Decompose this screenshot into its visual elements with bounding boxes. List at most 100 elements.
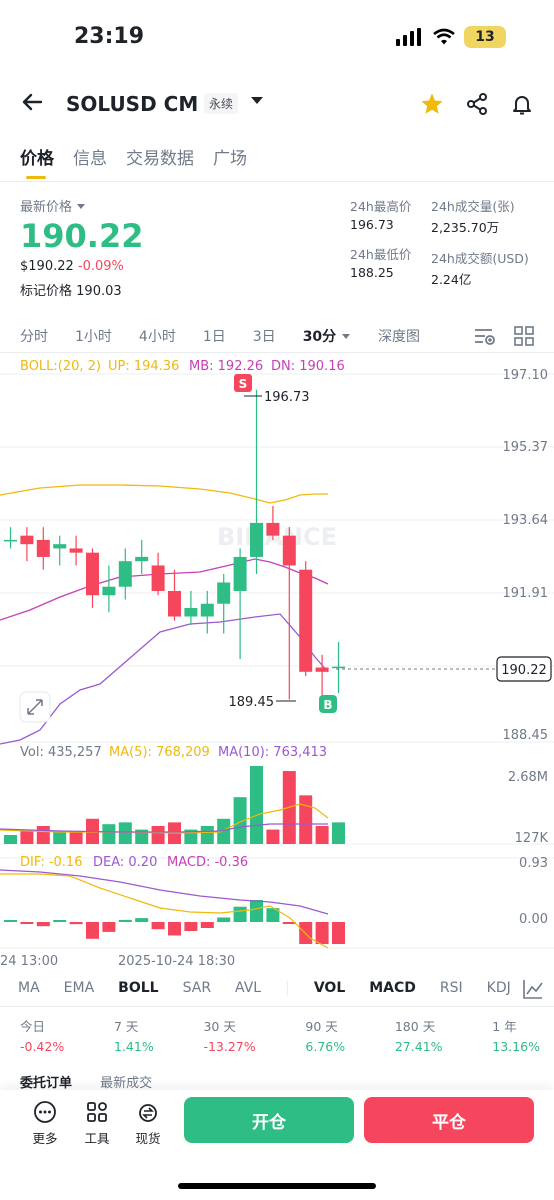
interval-1d[interactable]: 1日 <box>202 329 226 345</box>
tab-open-orders[interactable]: 委托订单 <box>20 1076 73 1091</box>
chevron-down-icon <box>342 334 351 339</box>
dea-label: DEA: 0.20 <box>93 855 157 870</box>
wifi-icon <box>433 28 455 45</box>
boll-dn-line <box>0 613 329 745</box>
more-icon <box>34 1101 56 1123</box>
macd-bar <box>315 922 329 944</box>
boll-up-line <box>0 484 328 504</box>
interval-4h[interactable]: 4小时 <box>138 329 176 345</box>
tools-grid-icon <box>87 1102 107 1122</box>
interval-depth[interactable]: 深度图 <box>378 329 421 345</box>
candle-body <box>4 539 17 542</box>
share-icon[interactable] <box>465 92 489 116</box>
turnover-value: 2.24亿 <box>431 272 472 287</box>
macd-bar <box>102 922 116 932</box>
spot-button[interactable]: 现货 <box>130 1100 166 1147</box>
indicator-settings-icon[interactable] <box>522 978 544 1000</box>
candle-body <box>69 548 83 553</box>
perf-period: 180 天 <box>394 1019 436 1034</box>
low-label: 24h最低价 <box>350 247 412 262</box>
tools-button[interactable]: 工具 <box>79 1100 115 1147</box>
open-position-button[interactable]: 开仓 <box>184 1097 354 1143</box>
macd-bar <box>4 920 17 922</box>
turnover-label: 24h成交额(USD) <box>431 251 529 266</box>
tools-label: 工具 <box>84 1131 110 1146</box>
interval-3d[interactable]: 3日 <box>252 329 276 345</box>
indicator-ema[interactable]: EMA <box>63 980 95 996</box>
tab-price[interactable]: 价格 <box>20 144 54 179</box>
notification-bell-icon[interactable] <box>510 92 534 116</box>
high-label: 24h最高价 <box>350 199 412 214</box>
buy-marker[interactable] <box>319 695 337 713</box>
interval-time[interactable]: 分时 <box>20 329 48 345</box>
interval-bar: 分时 1小时 4小时 1日 3日 30分 深度图 <box>20 326 420 346</box>
tab-trading-data[interactable]: 交易数据 <box>126 149 194 169</box>
volume-value: 2,235.70万 <box>431 220 500 235</box>
volume-bar <box>266 829 280 844</box>
layout-grid-icon[interactable] <box>514 326 534 346</box>
perf-value: 13.16% <box>492 1039 540 1054</box>
tab-latest-trades[interactable]: 最新成交 <box>100 1076 153 1091</box>
boll-mb-line <box>0 558 329 621</box>
dropdown-caret-icon <box>77 204 86 209</box>
indicator-boll[interactable]: BOLL <box>118 980 159 996</box>
interval-30m[interactable]: 30分 <box>303 326 351 346</box>
macd-label: MACD: -0.36 <box>167 855 248 870</box>
perf-7d: 7 天 1.41% <box>114 1016 154 1054</box>
candle-body <box>135 556 149 562</box>
candle-body <box>151 565 165 591</box>
volume-bar <box>332 822 345 844</box>
tab-square[interactable]: 广场 <box>213 149 247 169</box>
chart-settings-icon[interactable] <box>474 326 496 346</box>
volume-bar <box>315 825 329 844</box>
macd-bar <box>53 920 67 922</box>
favorite-star-icon[interactable] <box>420 92 444 116</box>
symbol-dropdown-icon[interactable] <box>250 96 264 106</box>
indicator-vol[interactable]: VOL <box>313 980 346 996</box>
volume-bar <box>36 825 50 844</box>
more-button[interactable]: 更多 <box>27 1100 63 1147</box>
indicator-kdj[interactable]: KDJ <box>486 980 511 996</box>
perf-value: 6.76% <box>305 1039 346 1054</box>
indicator-macd[interactable]: MACD <box>369 980 416 996</box>
latest-price-label: 最新价格 <box>20 200 73 215</box>
price-axis-4: 191.91 <box>503 586 549 601</box>
dea-line <box>0 869 329 915</box>
candle-body <box>299 569 313 672</box>
candle-body <box>332 666 345 669</box>
boll-up-label: UP: 194.36 <box>108 359 179 374</box>
candle-body <box>217 582 231 604</box>
macd-bar <box>20 922 34 924</box>
perf-1y: 1 年 13.16% <box>492 1016 540 1054</box>
macd-bar <box>184 922 198 931</box>
sell-marker[interactable] <box>234 374 252 392</box>
back-arrow-icon[interactable] <box>20 90 44 114</box>
price-axis-2: 195.37 <box>503 440 549 455</box>
volume-bar <box>200 825 214 844</box>
perf-period: 今日 <box>20 1019 46 1034</box>
stats-col-1: 24h最高价 196.73 24h最低价 188.25 <box>350 196 411 292</box>
high-value: 196.73 <box>350 217 394 232</box>
latest-price-selector[interactable]: 最新价格 <box>20 196 143 215</box>
price-axis-6: 188.45 <box>503 728 549 743</box>
time-axis-1: 24 13:00 <box>0 954 58 969</box>
symbol-title[interactable]: SOLUSD CM <box>66 92 199 116</box>
volume-axis-bottom: 127K <box>515 831 549 846</box>
indicator-avl[interactable]: AVL <box>235 980 262 996</box>
macd-bar <box>36 922 50 927</box>
indicator-ma[interactable]: MA <box>18 980 40 996</box>
indicator-separator: | <box>285 980 290 996</box>
sell-marker-label: S <box>239 377 248 391</box>
kline-chart[interactable]: BINANCE BOLL:(20, 2) UP: 194.36 MB: 192.… <box>0 352 554 972</box>
ma10-label: MA(10): 763,413 <box>218 745 327 760</box>
perf-30d: 30 天 -13.27% <box>203 1016 255 1054</box>
close-position-button[interactable]: 平仓 <box>364 1097 534 1143</box>
indicator-sar[interactable]: SAR <box>182 980 212 996</box>
more-label: 更多 <box>32 1131 58 1146</box>
indicator-rsi[interactable]: RSI <box>439 980 463 996</box>
interval-1h[interactable]: 1小时 <box>75 329 112 345</box>
tabs-divider <box>0 181 554 182</box>
tab-info[interactable]: 信息 <box>73 149 107 169</box>
dif-label: DIF: -0.16 <box>20 855 82 870</box>
volume-bar <box>233 797 247 844</box>
